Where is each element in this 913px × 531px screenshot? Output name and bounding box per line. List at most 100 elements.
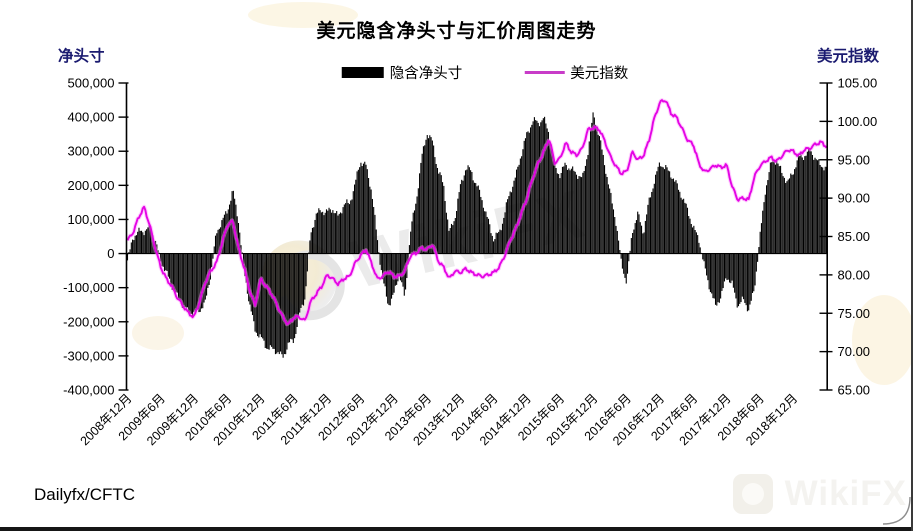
bar xyxy=(540,122,542,254)
bar xyxy=(479,189,481,254)
bar xyxy=(364,161,366,254)
bar xyxy=(749,253,751,305)
bar xyxy=(230,200,232,254)
bar xyxy=(431,140,433,254)
bar xyxy=(591,122,593,254)
right-tick-label: 70.00 xyxy=(838,344,871,359)
right-axis-ticks: 105.00 100.00 95.00 90.00 85.00 80.00 75.00 70.… xyxy=(819,76,877,398)
bar xyxy=(582,172,584,254)
bar xyxy=(322,211,324,254)
bar xyxy=(612,209,615,254)
bar xyxy=(523,140,525,254)
bar xyxy=(708,253,710,290)
bar xyxy=(526,132,528,254)
bar xyxy=(519,158,521,254)
bar xyxy=(610,192,612,254)
bar xyxy=(434,157,436,254)
bar xyxy=(493,241,495,254)
bar xyxy=(518,164,520,254)
bar xyxy=(453,221,455,254)
bar xyxy=(380,253,382,271)
bar xyxy=(552,157,555,254)
bar xyxy=(542,118,544,254)
bar xyxy=(470,170,472,254)
bar xyxy=(382,253,384,280)
bar xyxy=(750,253,752,301)
bar xyxy=(606,176,608,254)
wikifx-corner-watermark: WikiFX xyxy=(732,474,907,514)
bar xyxy=(171,253,173,290)
bar xyxy=(273,253,275,349)
bar xyxy=(707,253,709,281)
bar xyxy=(133,240,135,254)
left-tick-label: 100,000 xyxy=(68,212,115,227)
bar xyxy=(533,117,535,254)
right-tick-label: 90.00 xyxy=(838,191,871,206)
bar xyxy=(486,216,488,254)
bar xyxy=(194,253,196,311)
bar xyxy=(725,253,727,279)
bar xyxy=(297,253,299,317)
bar xyxy=(505,202,507,254)
bar xyxy=(568,168,570,254)
bar xyxy=(130,242,132,254)
bar xyxy=(814,157,816,254)
bar xyxy=(578,176,580,254)
bar xyxy=(262,253,264,339)
bar xyxy=(817,160,819,254)
bar xyxy=(809,149,811,254)
bar xyxy=(560,172,562,254)
bar xyxy=(342,207,344,254)
bar xyxy=(464,170,467,254)
bar xyxy=(375,229,377,254)
bar xyxy=(137,231,139,254)
bar xyxy=(703,253,705,262)
bar xyxy=(734,253,736,293)
page-corner-curve xyxy=(882,496,911,525)
bar xyxy=(291,253,293,340)
bar xyxy=(274,253,277,355)
left-tick-label: 200,000 xyxy=(68,178,115,193)
bar xyxy=(564,162,566,254)
bar xyxy=(748,253,750,311)
bar xyxy=(305,253,307,287)
bar xyxy=(169,253,171,279)
bar xyxy=(373,206,375,254)
bar xyxy=(651,191,653,254)
bar xyxy=(676,183,678,254)
wikifx-corner-text: WikiFX xyxy=(784,474,907,513)
bar xyxy=(537,122,539,254)
bar xyxy=(570,168,572,254)
bar xyxy=(413,210,416,254)
bar xyxy=(176,253,178,293)
bar xyxy=(717,253,719,303)
bar xyxy=(709,253,711,293)
bar xyxy=(583,170,585,254)
bar xyxy=(561,166,564,254)
x-axis-labels: 2008年12月2009年6月2009年12月2010年6月2010年12月20… xyxy=(78,391,801,448)
bar xyxy=(698,242,700,254)
bar xyxy=(393,253,395,293)
bar xyxy=(407,253,409,265)
bar xyxy=(499,229,501,254)
bar xyxy=(459,184,461,254)
bar xyxy=(661,166,663,254)
bar xyxy=(496,233,498,254)
bar xyxy=(347,202,349,254)
bar xyxy=(624,253,626,278)
bar xyxy=(581,177,583,254)
bar xyxy=(587,154,589,254)
bar xyxy=(660,166,662,254)
bar xyxy=(239,232,241,254)
bar xyxy=(317,212,319,254)
bar xyxy=(260,253,262,338)
bar xyxy=(228,204,231,254)
bar xyxy=(199,253,201,312)
bar xyxy=(824,166,826,254)
bar xyxy=(248,253,250,302)
bar xyxy=(530,127,532,254)
bar xyxy=(490,233,492,254)
bar xyxy=(402,253,404,287)
bar xyxy=(214,235,217,254)
bar xyxy=(267,253,269,349)
